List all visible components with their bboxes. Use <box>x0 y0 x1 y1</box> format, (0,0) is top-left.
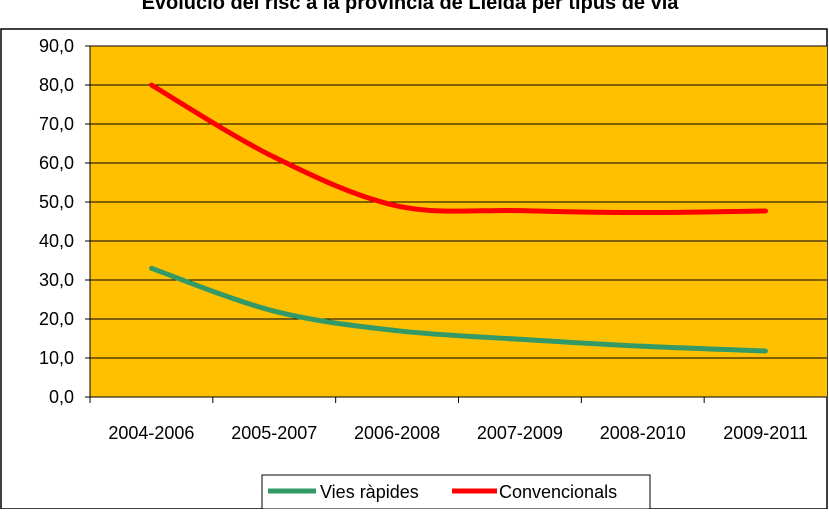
plot-area <box>90 46 827 397</box>
y-tick-labels: 0,0 10,0 20,0 30,0 40,0 50,0 60,0 70,0 80,0 90,0 <box>39 36 74 407</box>
x-tick-label: 2005-2007 <box>231 423 317 443</box>
y-tick-label: 20,0 <box>39 309 74 329</box>
data-point-vies-rapides <box>149 265 154 271</box>
data-point-convencionals <box>517 208 523 213</box>
x-tick-label: 2007-2009 <box>477 423 563 443</box>
legend-label-vies-rapides: Vies ràpides <box>320 482 419 502</box>
legend[interactable]: Vies ràpides Convencionals <box>261 474 651 510</box>
y-tick-label: 40,0 <box>39 231 74 251</box>
series-line-convencionals <box>150 82 766 216</box>
data-point-vies-rapides <box>640 343 646 349</box>
series-lines <box>149 82 768 354</box>
y-tick-label: 0,0 <box>49 387 74 407</box>
data-point-vies-rapides <box>517 336 523 342</box>
y-tick-label: 80,0 <box>39 75 74 95</box>
data-point-vies-rapides <box>763 348 768 354</box>
series-line-vies-rapides <box>150 265 766 354</box>
x-tick-label: 2008-2010 <box>600 423 686 443</box>
y-tick-label: 10,0 <box>39 348 74 368</box>
data-point-convencionals <box>149 82 154 88</box>
data-point-convencionals <box>271 154 277 160</box>
y-tick-label: 70,0 <box>39 114 74 134</box>
data-point-convencionals <box>394 203 400 209</box>
x-tick-label: 2006-2008 <box>354 423 440 443</box>
data-point-convencionals <box>763 208 768 214</box>
y-tick-label: 50,0 <box>39 192 74 212</box>
x-tick-labels: 2004-2006 2005-2007 2006-2008 2007-2009 2008… <box>108 423 808 443</box>
y-tick-label: 90,0 <box>39 36 74 56</box>
data-point-vies-rapides <box>271 308 277 314</box>
y-tick-label: 60,0 <box>39 153 74 173</box>
axes <box>89 46 828 403</box>
x-tick-label: 2004-2006 <box>108 423 194 443</box>
data-point-convencionals <box>640 210 646 215</box>
chart-title: Evolució del risc a la província de Llei… <box>142 0 680 14</box>
data-point-vies-rapides <box>394 328 400 334</box>
x-tick-label: 2009-2011 <box>723 423 808 443</box>
legend-label-convencionals: Convencionals <box>499 482 617 502</box>
y-tick-label: 30,0 <box>39 270 74 290</box>
